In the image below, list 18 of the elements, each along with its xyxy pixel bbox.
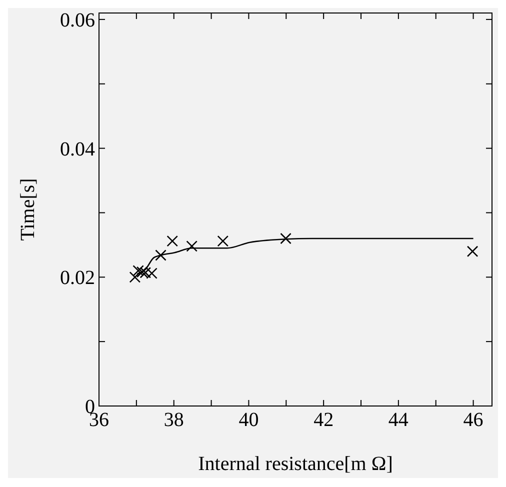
point <box>132 265 144 276</box>
x-tick-label: 38 <box>164 409 184 431</box>
y-tick-label: 0.04 <box>60 138 95 160</box>
y-tick-label: 0.02 <box>60 267 95 290</box>
x-tick-label: 46 <box>463 409 484 431</box>
x-tick-label: 42 <box>314 409 334 431</box>
y-tick-label: 0.06 <box>60 9 95 32</box>
point <box>280 232 292 244</box>
point <box>217 235 229 247</box>
point <box>466 246 478 258</box>
point <box>140 266 152 278</box>
x-axis-title: Internal resistance[m Ω] <box>198 453 393 475</box>
x-tick-label: 44 <box>388 409 408 431</box>
y-axis-title: Time[s] <box>17 178 39 241</box>
point <box>155 250 166 261</box>
point <box>166 235 178 247</box>
point <box>186 240 198 252</box>
x-tick-label: 40 <box>238 409 259 431</box>
